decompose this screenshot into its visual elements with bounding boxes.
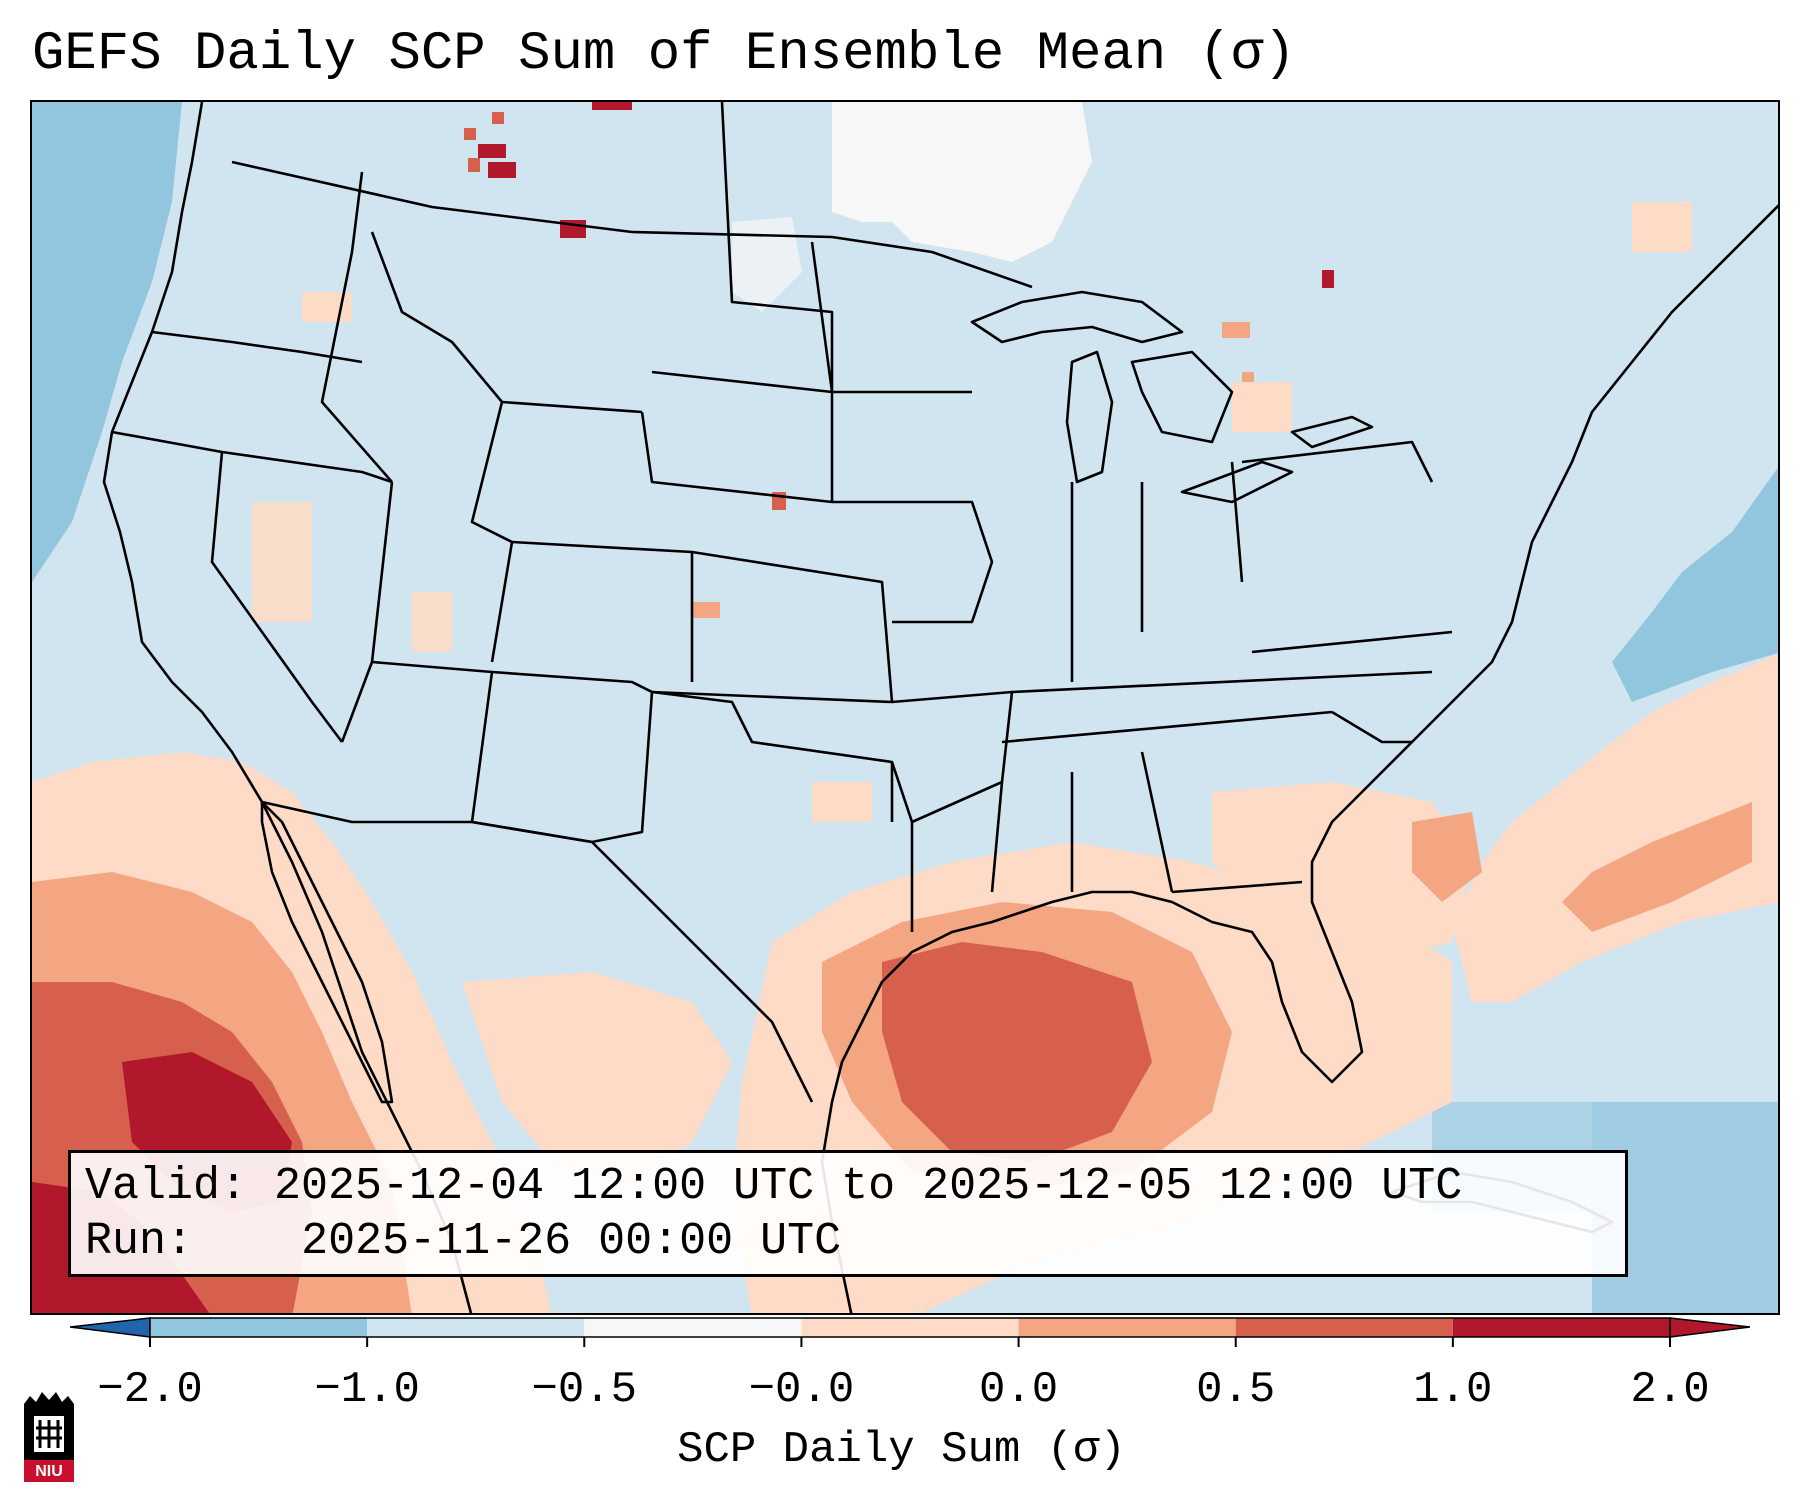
state-border-wy-ne bbox=[640, 411, 833, 504]
colorbar-extend-low bbox=[70, 1317, 151, 1338]
lake-michigan bbox=[1065, 350, 1114, 484]
colorbar-segment bbox=[584, 1318, 802, 1337]
state-border-mn-ia bbox=[810, 241, 972, 394]
colorbar bbox=[70, 1317, 1750, 1347]
us-mexico-border bbox=[261, 800, 814, 1103]
lake-superior bbox=[970, 290, 1184, 344]
field-mexico-positive bbox=[462, 972, 732, 1182]
chart-title: GEFS Daily SCP Sum of Ensemble Mean (σ) bbox=[32, 24, 1296, 85]
valid-run-info-box: Valid: 2025-12-04 12:00 UTC to 2025-12-0… bbox=[68, 1150, 1628, 1277]
niu-logo: NIU bbox=[20, 1390, 78, 1485]
pacific-coastline bbox=[102, 102, 473, 1313]
run-value: 2025-11-26 00:00 UTC bbox=[301, 1216, 842, 1267]
state-border-tn-ky bbox=[1011, 670, 1433, 694]
field-atlantic-positive bbox=[1452, 653, 1778, 1002]
colorbar-tick-label: −1.0 bbox=[314, 1365, 420, 1415]
state-border-nc-sc bbox=[1331, 710, 1412, 744]
colorbar-tick-label: 1.0 bbox=[1413, 1365, 1493, 1415]
state-border-ga-fl bbox=[1171, 880, 1303, 894]
state-border-ar-ms bbox=[990, 781, 1004, 893]
map-lines bbox=[102, 102, 1778, 1313]
field-pacific-negative-2 bbox=[32, 142, 112, 382]
lake-huron bbox=[1130, 350, 1234, 444]
state-border-mo-ar bbox=[891, 690, 1014, 824]
colorbar-tick-label: 0.0 bbox=[978, 1365, 1059, 1415]
canada-us-border bbox=[231, 160, 1033, 289]
colorbar-tick-label: 0.5 bbox=[1196, 1365, 1276, 1415]
state-border-nm-tx bbox=[470, 671, 654, 844]
scp-field bbox=[32, 102, 1778, 1313]
state-border-pa-ny bbox=[1241, 440, 1434, 483]
state-border-ks-ok bbox=[651, 550, 894, 704]
state-border-ok-tx bbox=[651, 690, 894, 822]
field-gulf-positive-high bbox=[882, 942, 1152, 1162]
run-label: Run: bbox=[85, 1216, 194, 1267]
niu-logo-mark bbox=[24, 1392, 74, 1482]
state-border-ut-co bbox=[470, 401, 514, 663]
state-border-mt-south bbox=[370, 231, 643, 414]
colorbar-label: SCP Daily Sum (σ) bbox=[677, 1425, 1126, 1475]
state-border-ia-mo bbox=[832, 500, 994, 624]
colorbar-segment bbox=[1235, 1318, 1453, 1337]
field-north-dakota-near-zero bbox=[832, 102, 1092, 262]
state-border-nd-sd bbox=[720, 102, 834, 502]
state-border-al-ga bbox=[1140, 751, 1174, 893]
state-border-co-ks bbox=[511, 540, 694, 682]
colorbar-segment bbox=[801, 1318, 1019, 1337]
lake-ontario bbox=[1290, 415, 1374, 449]
colorbar-segment bbox=[150, 1318, 368, 1337]
run-line: Run: 2025-11-26 00:00 UTC bbox=[85, 1214, 1625, 1269]
state-border-oh-pa bbox=[1230, 461, 1244, 583]
field-atlantic-negative bbox=[1612, 467, 1778, 702]
colorbar-extend-high bbox=[1669, 1317, 1750, 1338]
field-caribbean-negative bbox=[1592, 1102, 1778, 1313]
state-border-id-east bbox=[320, 171, 393, 483]
niu-logo-text: NIU bbox=[35, 1463, 63, 1480]
map-canvas bbox=[32, 102, 1778, 1313]
field-atlantic-positive-2 bbox=[1562, 802, 1752, 932]
valid-value: 2025-12-04 12:00 UTC to 2025-12-05 12:00… bbox=[274, 1161, 1463, 1212]
state-border-or-ca-nv bbox=[111, 430, 393, 484]
colorbar-segment bbox=[1452, 1318, 1670, 1337]
field-georgia-positive bbox=[1412, 812, 1482, 902]
state-border-tn-south bbox=[1001, 710, 1333, 744]
state-border-az-nm bbox=[340, 660, 653, 743]
field-southeast-positive bbox=[1212, 782, 1472, 962]
colorbar-tick-label: −2.0 bbox=[97, 1365, 203, 1415]
colorbar-outline bbox=[149, 1317, 1671, 1338]
state-border-sd-ne bbox=[651, 370, 833, 394]
colorbar-tick-label: −0.5 bbox=[531, 1365, 638, 1415]
state-border-ca-nv bbox=[210, 451, 344, 743]
state-border-va-nc bbox=[1251, 630, 1453, 654]
colorbar-tick-label: 2.0 bbox=[1630, 1365, 1710, 1415]
valid-label: Valid: bbox=[85, 1161, 248, 1212]
lake-erie bbox=[1180, 460, 1294, 504]
atlantic-coastline bbox=[820, 204, 1778, 1313]
map-panel bbox=[30, 100, 1780, 1315]
colorbar-tick-label: −0.0 bbox=[748, 1365, 855, 1415]
state-border-nv-ut bbox=[370, 481, 394, 663]
colorbar-segment bbox=[1018, 1318, 1236, 1337]
colorbar-segment bbox=[367, 1318, 585, 1337]
valid-line: Valid: 2025-12-04 12:00 UTC to 2025-12-0… bbox=[85, 1159, 1625, 1214]
baja-peninsula bbox=[260, 800, 394, 1104]
field-minnesota-patches bbox=[732, 217, 802, 312]
